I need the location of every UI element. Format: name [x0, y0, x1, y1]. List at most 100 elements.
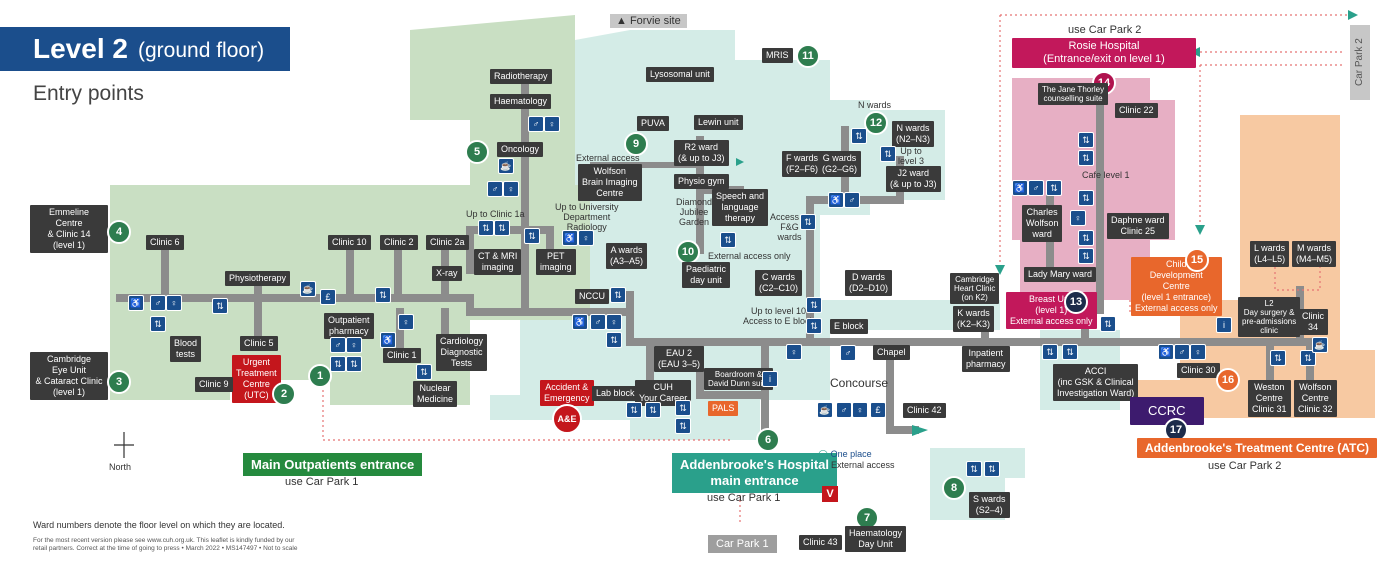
diamond-jubilee-garden: Diamond Jubilee Garden: [676, 197, 713, 227]
nccu: NCCU: [575, 289, 609, 304]
lift-icon: ⇅: [346, 356, 362, 372]
toilet-icon: ♀: [852, 402, 868, 418]
paediatric-day-unit: Paediatric day unit: [682, 262, 731, 288]
entry-11: 11: [796, 44, 820, 68]
car-park-1: Car Park 1: [708, 535, 777, 553]
lift-icon: ⇅: [524, 228, 540, 244]
lift-icon: ⇅: [1046, 180, 1062, 196]
toilet-icon: ♂: [487, 181, 503, 197]
eau2: EAU 2 (EAU 3–5): [654, 346, 705, 372]
charles-wolfson-ward: Charles Wolfson ward: [1022, 205, 1063, 242]
eye-unit: Cambridge Eye Unit & Cataract Clinic (le…: [30, 352, 108, 400]
one-place-label: One place: [830, 449, 872, 459]
nuclear-medicine: Nuclear Medicine: [413, 381, 458, 407]
toilet-icon: ♀: [786, 344, 802, 360]
entry-4: 4: [107, 220, 131, 244]
lift-icon: ⇅: [806, 318, 822, 334]
clinic-30: Clinic 30: [1177, 363, 1220, 378]
footer-note: Ward numbers denote the floor level on w…: [33, 520, 285, 530]
floor-title: (ground floor): [138, 39, 265, 62]
toilet-icon: ♂: [590, 314, 606, 330]
use-car-park-2-top: use Car Park 2: [1068, 24, 1142, 36]
entry-13: 13: [1064, 290, 1088, 314]
cafe-icon: ☕: [817, 402, 833, 418]
cafe-level-1: Cafe level 1: [1082, 170, 1130, 180]
entry-6: 6: [756, 428, 780, 452]
chapel: Chapel: [873, 345, 910, 360]
radiotherapy: Radiotherapy: [490, 69, 552, 84]
toilet-icon: ♂: [840, 345, 856, 361]
weston-centre: Weston Centre Clinic 31: [1248, 380, 1291, 417]
ct-mri-imaging: CT & MRI imaging: [474, 249, 522, 275]
pals[interactable]: PALS: [708, 401, 739, 416]
blood-tests: Blood tests: [170, 336, 202, 362]
entry-2: 2: [272, 382, 296, 406]
haematology-day-unit: Haematology Day Unit: [845, 526, 907, 552]
entry-12: 12: [864, 111, 888, 135]
one-place-icon: ◯: [818, 449, 829, 459]
toilet-icon: ♀: [606, 314, 622, 330]
use-car-park-1-center: use Car Park 1: [707, 492, 781, 504]
lab-block: Lab block: [592, 386, 639, 401]
concourse: Concourse: [830, 376, 889, 390]
r2-ward: R2 ward (& up to J3): [674, 140, 729, 166]
clinic-43: Clinic 43: [799, 535, 842, 550]
l2-day-surgery: L2 Day surgery & pre-admissions clinic: [1238, 297, 1301, 337]
toilet-icon: ♀: [346, 337, 362, 353]
accessible-icon: ♿: [562, 230, 578, 246]
cafe-icon: ☕: [1312, 337, 1328, 353]
f-wards: F wards (F2–F6): [782, 151, 823, 177]
x-ray: X-ray: [432, 266, 462, 281]
e-block: E block: [830, 319, 868, 334]
lift-icon: ⇅: [1300, 350, 1316, 366]
physiotherapy: Physiotherapy: [225, 271, 291, 286]
main-entrance[interactable]: Addenbrooke's Hospital main entrance: [672, 453, 837, 493]
one-place: ◯ One place: [818, 449, 872, 460]
entry-1: 1: [308, 364, 332, 388]
main-outpatients-entrance[interactable]: Main Outpatients entrance: [243, 453, 423, 476]
ae-badge[interactable]: A&E: [552, 404, 582, 434]
toilet-icon: ♂: [528, 116, 544, 132]
cardiology-tests: Cardiology Diagnostic Tests: [436, 334, 488, 371]
clinic-5: Clinic 5: [240, 336, 278, 351]
jane-thorley-suite: The Jane Thorley counselling suite: [1038, 83, 1109, 105]
level-title: Level 2: [33, 33, 128, 64]
lift-icon: ⇅: [1270, 350, 1286, 366]
c-wards: C wards (C2–C10): [755, 270, 803, 296]
accessible-icon: ♿: [380, 332, 396, 348]
accessible-icon: ♿: [572, 314, 588, 330]
lift-icon: ⇅: [675, 400, 691, 416]
lift-icon: ⇅: [1078, 190, 1094, 206]
lift-icon: ⇅: [478, 220, 494, 236]
lift-icon: ⇅: [880, 146, 896, 162]
entry-10: 10: [676, 240, 700, 264]
cafe-icon: ☕: [498, 158, 514, 174]
toilet-icon: ♀: [1070, 210, 1086, 226]
oncology: Oncology: [497, 142, 544, 157]
puva: PUVA: [637, 116, 669, 131]
a-wards: A wards (A3–A5): [606, 243, 648, 269]
lift-icon: ⇅: [375, 287, 391, 303]
toilet-icon: ♂: [150, 295, 166, 311]
speech-language-therapy: Speech and language therapy: [712, 189, 769, 226]
wolfson-centre: Wolfson Centre Clinic 32: [1294, 380, 1337, 417]
lift-icon: ⇅: [984, 461, 1000, 477]
lift-icon: ⇅: [806, 297, 822, 313]
clinic-10: Clinic 10: [328, 235, 371, 250]
toilet-icon: ♀: [1190, 344, 1206, 360]
n-wards: N wards (N2–N3): [892, 121, 935, 147]
clinic-42: Clinic 42: [903, 403, 946, 418]
lift-icon: ⇅: [1078, 248, 1094, 264]
info-icon-atc: i: [1216, 317, 1232, 333]
wolfson-brain-imaging: Wolfson Brain Imaging Centre: [578, 164, 642, 201]
external-access-wolfson: External access: [576, 153, 640, 163]
l-wards: L wards (L4–L5): [1250, 241, 1290, 267]
lift-icon: ⇅: [1042, 344, 1058, 360]
clinic-6: Clinic 6: [146, 235, 184, 250]
lift-icon: ⇅: [1062, 344, 1078, 360]
up-to-level-10: Up to level 10 Access to E block: [743, 306, 815, 326]
external-access-only-paed: External access only: [708, 251, 791, 261]
north-label: North: [109, 462, 132, 472]
toilet-icon: ♿: [128, 295, 144, 311]
use-car-park-1-left: use Car Park 1: [285, 476, 359, 488]
